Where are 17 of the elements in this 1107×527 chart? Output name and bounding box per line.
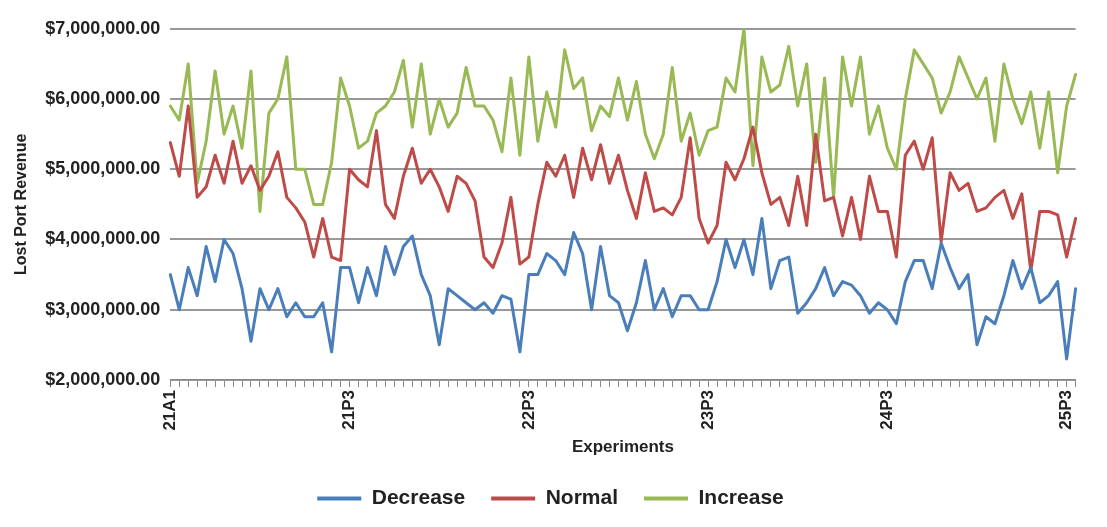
y-tick-label: $3,000,000.00: [45, 298, 161, 319]
y-tick-label: $5,000,000.00: [45, 158, 161, 179]
x-tick-label: 23P3: [697, 389, 717, 430]
y-tick-label: $7,000,000.00: [45, 17, 161, 38]
y-axis-title: Lost Port Revenue: [12, 133, 30, 276]
y-tick-label: $4,000,000.00: [45, 228, 161, 249]
x-tick-label: 22P3: [518, 389, 538, 430]
x-tick-label: 21A1: [160, 389, 179, 431]
x-tick-label: 21P3: [339, 389, 359, 430]
x-tick-label: 25P3: [1056, 389, 1076, 430]
x-axis-title: Experiments: [571, 437, 674, 457]
y-tick-label: $2,000,000.00: [45, 368, 161, 389]
legend-label: Decrease: [371, 485, 466, 509]
y-tick-label: $6,000,000.00: [45, 88, 161, 108]
x-tick-label: 24P3: [877, 389, 897, 430]
legend-label: Increase: [698, 485, 784, 509]
legend-label: Normal: [545, 485, 619, 509]
